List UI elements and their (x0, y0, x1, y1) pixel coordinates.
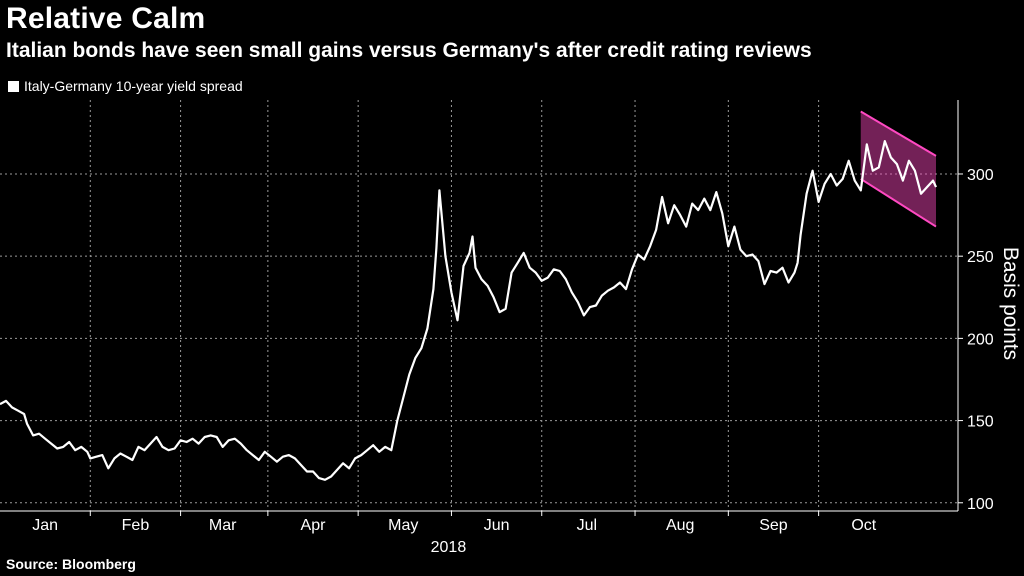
x-tick-label: May (388, 517, 418, 534)
channel-lower-line (860, 178, 937, 228)
y-tick-label: 150 (967, 414, 994, 431)
x-tick-label: Feb (122, 517, 150, 534)
legend-swatch (8, 80, 19, 92)
legend: Italy-Germany 10-year yield spread (8, 78, 243, 94)
series-line-spread (0, 140, 937, 481)
x-tick-label: Mar (209, 517, 237, 534)
x-tick-label: Sep (759, 517, 788, 534)
x-tick-label: Oct (851, 517, 876, 534)
channel-upper-line (860, 110, 937, 157)
source-note: Source: Bloomberg (6, 556, 136, 572)
y-tick-label: 250 (967, 249, 994, 266)
x-tick-label: Jun (484, 517, 510, 534)
y-axis-title: Basis points (999, 247, 1022, 360)
legend-label: Italy-Germany 10-year yield spread (24, 78, 243, 94)
x-tick-label: Aug (666, 517, 694, 534)
x-tick-label: Jan (32, 517, 58, 534)
y-tick-label: 100 (967, 496, 994, 513)
chart-subtitle: Italian bonds have seen small gains vers… (6, 39, 812, 62)
x-tick-label: Apr (301, 517, 327, 534)
chart-title: Relative Calm (6, 2, 206, 35)
y-tick-label: 300 (967, 167, 994, 184)
x-tick-label: Jul (577, 517, 597, 534)
y-tick-label: 200 (967, 331, 994, 348)
x-axis-label: 2018 (431, 539, 467, 556)
